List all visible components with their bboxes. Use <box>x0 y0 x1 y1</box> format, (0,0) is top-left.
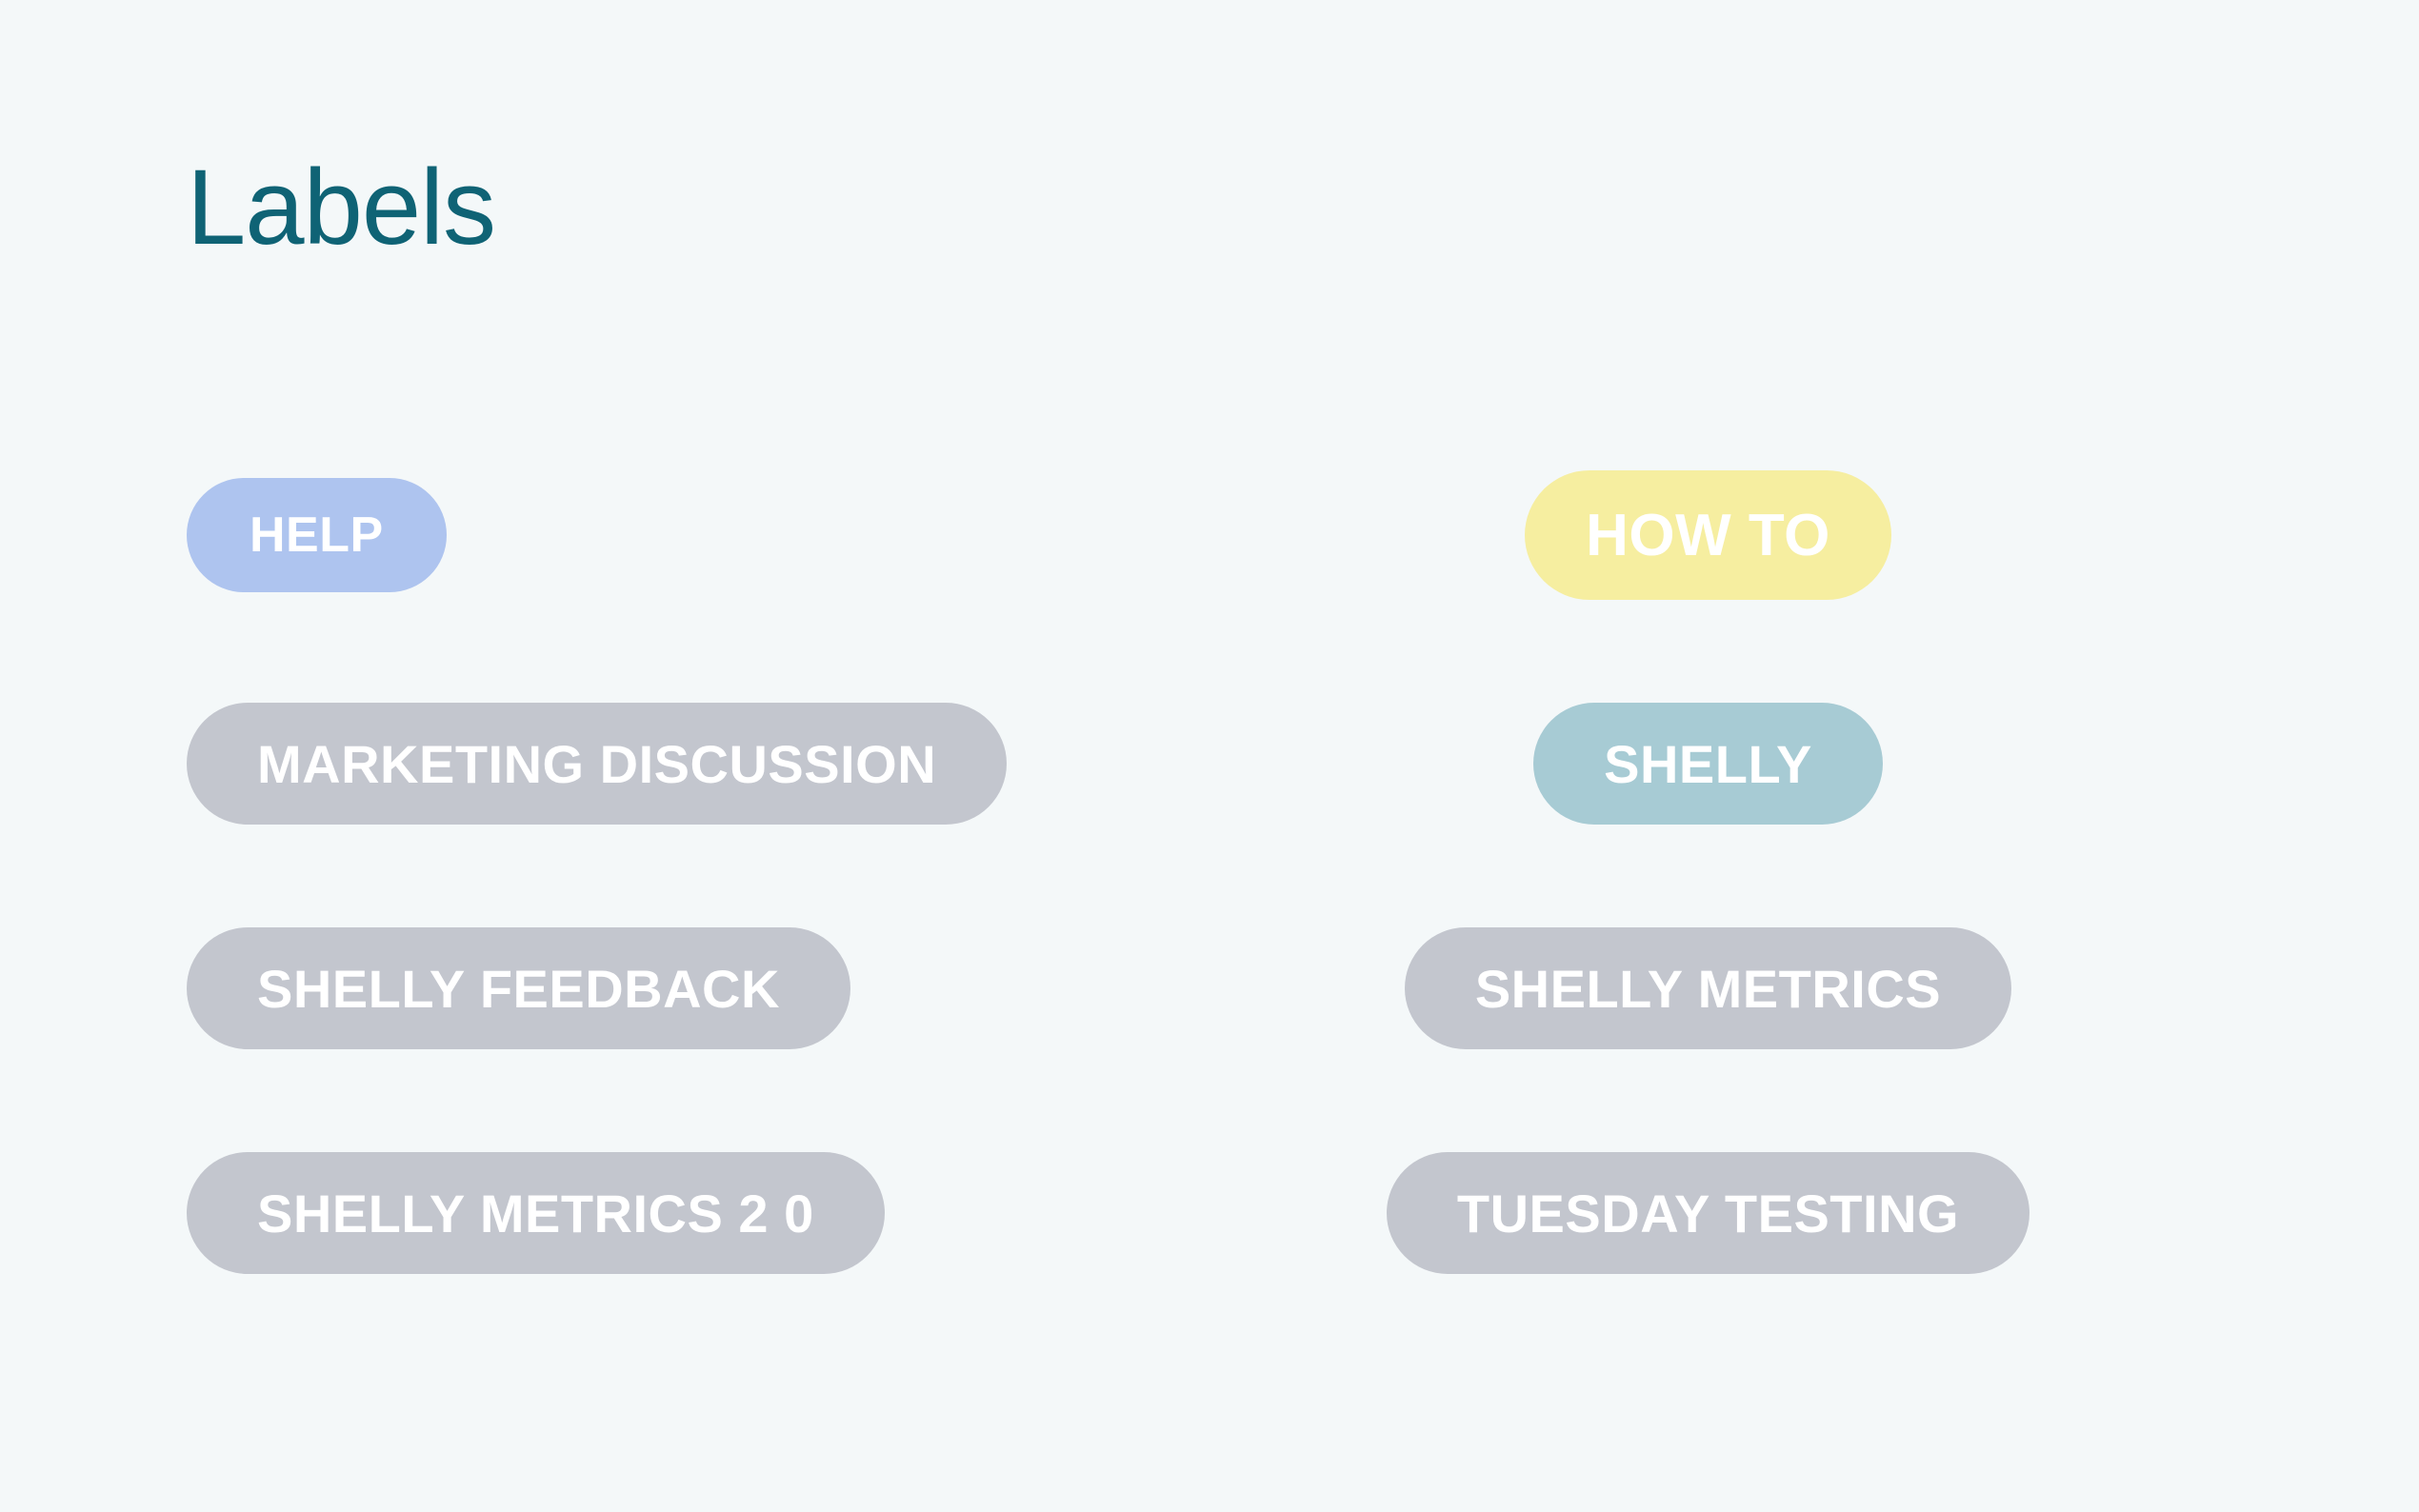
page-title: Labels <box>187 148 496 268</box>
label-cell-how-to: HOW TO <box>1201 470 2215 600</box>
label-cell-shelly-metrics: SHELLY METRICS <box>1201 927 2215 1049</box>
label-cell-help: HELP <box>187 478 1201 592</box>
label-chip-shelly[interactable]: SHELLY <box>1533 703 1883 825</box>
label-cell-shelly: SHELLY <box>1201 703 2215 825</box>
label-chip-how-to[interactable]: HOW TO <box>1525 470 1891 600</box>
label-cell-tuesday-testing: TUESDAY TESTING <box>1201 1152 2215 1274</box>
label-cell-shelly-feedback: SHELLY FEEDBACK <box>187 927 1201 1049</box>
label-chip-shelly-metrics[interactable]: SHELLY METRICS <box>1404 927 2012 1049</box>
label-cell-shelly-metrics-2-0: SHELLY METRICS 2 0 <box>187 1152 1201 1274</box>
label-cell-marketing-discussion: MARKETING DISCUSSION <box>187 703 1201 825</box>
label-chip-shelly-metrics-2-0[interactable]: SHELLY METRICS 2 0 <box>187 1152 885 1274</box>
label-chip-shelly-feedback[interactable]: SHELLY FEEDBACK <box>187 927 850 1049</box>
labels-list: HELP HOW TO MARKETING DISCUSSION SHELLY … <box>187 470 2215 1274</box>
label-chip-marketing-discussion[interactable]: MARKETING DISCUSSION <box>187 703 1008 825</box>
label-chip-help[interactable]: HELP <box>187 478 447 592</box>
label-chip-tuesday-testing[interactable]: TUESDAY TESTING <box>1386 1152 2030 1274</box>
